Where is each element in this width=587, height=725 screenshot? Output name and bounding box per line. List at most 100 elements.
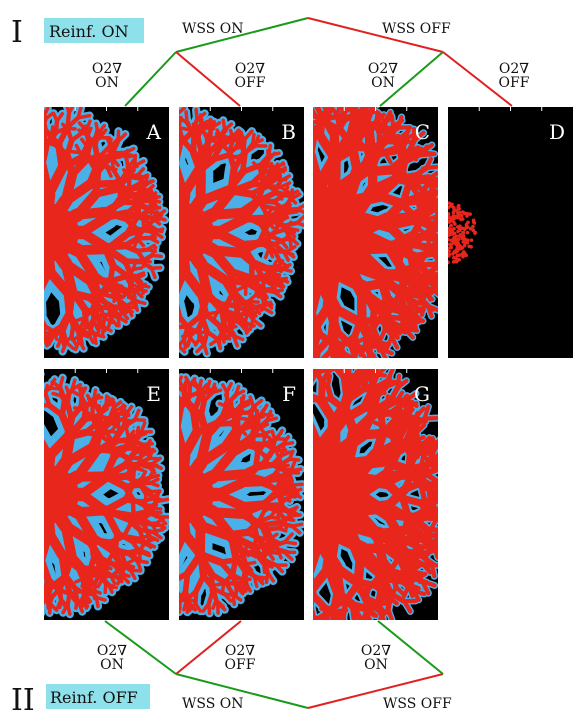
vessel xyxy=(235,404,245,421)
vessel xyxy=(227,137,236,154)
cell xyxy=(458,246,463,251)
vessel-wall xyxy=(291,91,294,102)
vessel-wall xyxy=(0,418,15,419)
vessel xyxy=(417,152,434,158)
vessel xyxy=(223,531,246,555)
vessel xyxy=(32,313,38,326)
vessel xyxy=(329,95,332,105)
vessel-wall xyxy=(436,200,438,207)
vessel xyxy=(365,336,374,357)
vessel-wall xyxy=(44,113,46,121)
vessel xyxy=(32,395,39,410)
vessel-wall xyxy=(332,369,339,372)
o2-state: OFF xyxy=(225,657,256,673)
vessel-wall xyxy=(305,362,306,372)
vessel xyxy=(150,530,163,540)
vessel xyxy=(179,590,181,596)
vessel xyxy=(131,553,142,563)
vessel xyxy=(179,598,182,604)
vessel xyxy=(16,113,18,122)
vessel-wall xyxy=(8,403,15,418)
vessel xyxy=(118,167,130,184)
branch xyxy=(104,620,177,675)
vessel xyxy=(274,563,285,574)
vessel xyxy=(44,115,46,120)
vessel xyxy=(185,325,193,341)
vessel xyxy=(313,329,322,355)
cell xyxy=(451,260,456,264)
vessel xyxy=(196,311,209,331)
vessel xyxy=(127,181,142,192)
o2-symbol: O2∇ xyxy=(361,643,391,659)
vessel xyxy=(110,429,121,445)
vessel-wall xyxy=(271,359,279,367)
cell xyxy=(457,243,462,248)
vessel xyxy=(171,605,176,612)
vessel xyxy=(74,597,79,610)
vessel xyxy=(37,374,41,382)
branch xyxy=(175,673,309,709)
vessel xyxy=(355,318,373,343)
vessel xyxy=(16,376,22,384)
vessel-wall xyxy=(436,251,438,258)
vessel-wall xyxy=(0,133,5,135)
vessel xyxy=(218,135,235,144)
vessel xyxy=(211,586,219,603)
cell xyxy=(468,227,473,231)
vessel xyxy=(44,556,52,582)
vessel xyxy=(0,305,3,312)
vessel-wall xyxy=(4,390,13,391)
numeral: I xyxy=(11,15,23,50)
vessel-wall xyxy=(313,355,320,358)
vessel-wall xyxy=(14,333,22,334)
vessel xyxy=(432,250,438,257)
vessel xyxy=(399,316,413,326)
vessel xyxy=(143,179,155,187)
vessel xyxy=(383,279,407,294)
vessel-wall xyxy=(0,397,8,404)
o2-state: ON xyxy=(371,75,395,91)
vessel xyxy=(353,356,358,358)
vessel xyxy=(150,216,163,224)
vessel xyxy=(40,603,41,612)
vessel xyxy=(285,210,299,215)
vessel-wall xyxy=(292,358,302,361)
vessel xyxy=(231,150,247,173)
vessel-wall xyxy=(443,246,448,256)
vessel xyxy=(281,478,293,488)
vessel xyxy=(268,287,280,295)
vessel xyxy=(278,174,292,183)
vessel-wall xyxy=(32,587,40,591)
vessel xyxy=(225,325,236,335)
vessel xyxy=(179,135,183,148)
vessel xyxy=(277,215,288,225)
cell xyxy=(460,217,465,221)
vessel xyxy=(272,242,287,255)
vessel-wall xyxy=(44,288,47,320)
vessel xyxy=(131,266,144,272)
branch xyxy=(175,17,309,53)
vessel xyxy=(382,212,416,224)
vessel xyxy=(58,551,69,579)
vessel xyxy=(149,206,162,211)
vessel-wall xyxy=(44,389,46,401)
vessel-wall xyxy=(326,369,346,373)
vessel xyxy=(267,550,281,556)
vessel xyxy=(266,151,277,163)
vessel-wall xyxy=(19,586,23,597)
vessel-wall xyxy=(18,122,27,132)
vessel xyxy=(308,97,314,103)
vessel xyxy=(303,96,307,104)
vessel-wall xyxy=(434,278,438,287)
vessel-wall xyxy=(267,367,278,368)
o2-state: ON xyxy=(95,75,119,91)
vessel xyxy=(367,174,401,195)
vessel-wall xyxy=(328,107,334,109)
vessel-wall xyxy=(2,593,10,595)
cell xyxy=(471,220,476,224)
vessel xyxy=(179,107,186,115)
cell xyxy=(457,207,461,211)
vessel-wall xyxy=(13,143,28,148)
vessel-wall xyxy=(274,358,276,369)
vessel-wall xyxy=(179,581,185,601)
